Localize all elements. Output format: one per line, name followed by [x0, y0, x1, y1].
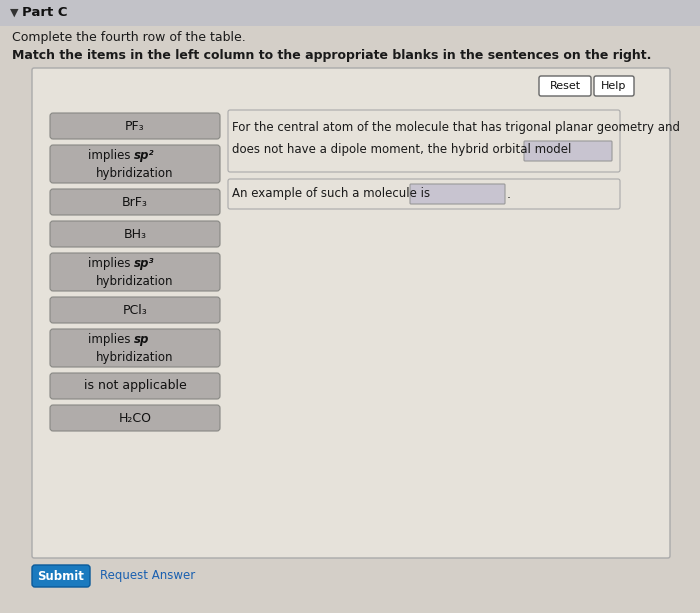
FancyBboxPatch shape: [50, 373, 220, 399]
FancyBboxPatch shape: [50, 145, 220, 183]
FancyBboxPatch shape: [0, 0, 700, 26]
Text: BrF₃: BrF₃: [122, 196, 148, 208]
FancyBboxPatch shape: [594, 76, 634, 96]
FancyBboxPatch shape: [50, 189, 220, 215]
Text: Reset: Reset: [550, 81, 580, 91]
Text: Request Answer: Request Answer: [100, 569, 195, 582]
FancyBboxPatch shape: [539, 76, 591, 96]
Text: Part C: Part C: [22, 7, 67, 20]
FancyBboxPatch shape: [50, 297, 220, 323]
Text: sp³: sp³: [134, 256, 155, 270]
Text: Help: Help: [601, 81, 626, 91]
Text: is not applicable: is not applicable: [83, 379, 186, 392]
FancyBboxPatch shape: [50, 329, 220, 367]
Text: .: .: [507, 188, 511, 200]
FancyBboxPatch shape: [32, 565, 90, 587]
Text: Submit: Submit: [38, 569, 85, 582]
Text: hybridization: hybridization: [97, 351, 174, 364]
FancyBboxPatch shape: [50, 405, 220, 431]
Text: implies: implies: [88, 148, 134, 161]
FancyBboxPatch shape: [32, 68, 670, 558]
Text: An example of such a molecule is: An example of such a molecule is: [232, 188, 430, 200]
FancyBboxPatch shape: [50, 253, 220, 291]
Text: sp: sp: [134, 332, 149, 346]
Text: does not have a dipole moment, the hybrid orbital model: does not have a dipole moment, the hybri…: [232, 143, 571, 156]
FancyBboxPatch shape: [410, 184, 505, 204]
Text: implies: implies: [88, 332, 134, 346]
Text: H₂CO: H₂CO: [118, 411, 151, 424]
Text: sp²: sp²: [134, 148, 155, 161]
Text: PCl₃: PCl₃: [122, 303, 148, 316]
Text: For the central atom of the molecule that has trigonal planar geometry and: For the central atom of the molecule tha…: [232, 121, 680, 134]
Text: Complete the fourth row of the table.: Complete the fourth row of the table.: [12, 31, 246, 45]
Text: Match the items in the left column to the appropriate blanks in the sentences on: Match the items in the left column to th…: [12, 48, 652, 61]
Text: hybridization: hybridization: [97, 167, 174, 180]
FancyBboxPatch shape: [50, 221, 220, 247]
FancyBboxPatch shape: [524, 141, 612, 161]
Text: hybridization: hybridization: [97, 275, 174, 287]
Text: BH₃: BH₃: [123, 227, 146, 240]
Text: PF₃: PF₃: [125, 120, 145, 132]
FancyBboxPatch shape: [50, 113, 220, 139]
Text: ▼: ▼: [10, 8, 18, 18]
Text: implies: implies: [88, 256, 134, 270]
